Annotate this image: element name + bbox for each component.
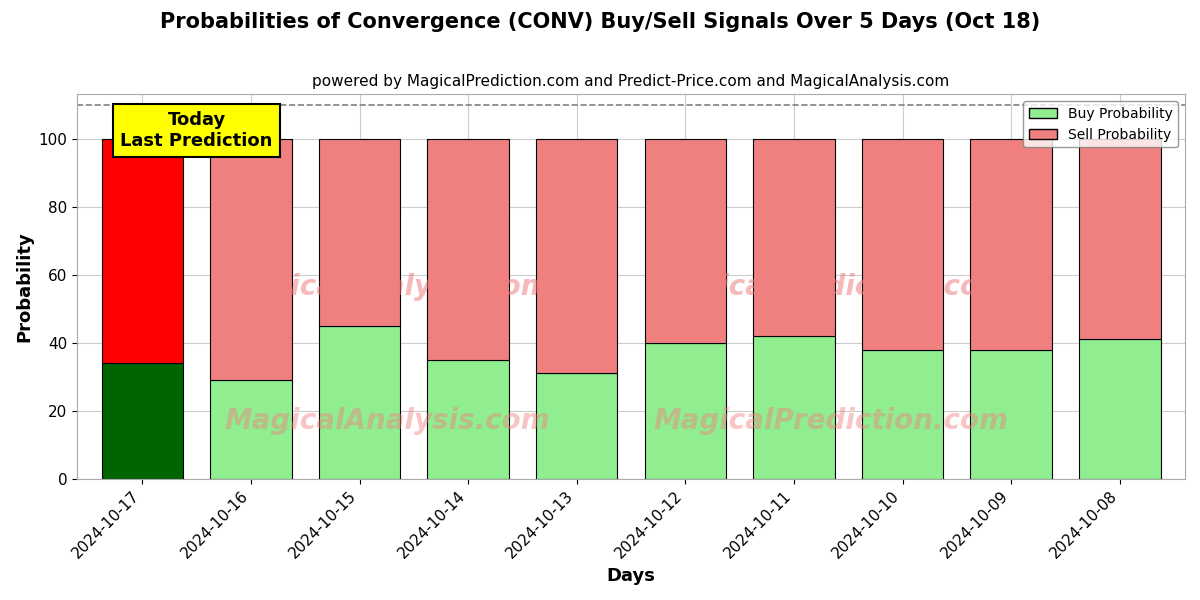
Bar: [536, 139, 618, 373]
Bar: [536, 373, 618, 479]
Bar: [319, 326, 401, 479]
Text: Probabilities of Convergence (CONV) Buy/Sell Signals Over 5 Days (Oct 18): Probabilities of Convergence (CONV) Buy/…: [160, 12, 1040, 32]
Bar: [1079, 139, 1160, 340]
Text: Today
Last Prediction: Today Last Prediction: [120, 112, 272, 150]
Bar: [319, 139, 401, 326]
Bar: [427, 139, 509, 360]
Bar: [427, 360, 509, 479]
Bar: [754, 336, 835, 479]
Text: MagicalAnalysis.com: MagicalAnalysis.com: [224, 407, 550, 435]
X-axis label: Days: Days: [607, 567, 655, 585]
Text: MagicalPrediction.com: MagicalPrediction.com: [653, 272, 1008, 301]
Bar: [862, 350, 943, 479]
Text: MagicalPrediction.com: MagicalPrediction.com: [653, 407, 1008, 435]
Bar: [1079, 340, 1160, 479]
Bar: [971, 350, 1052, 479]
Bar: [862, 139, 943, 350]
Title: powered by MagicalPrediction.com and Predict-Price.com and MagicalAnalysis.com: powered by MagicalPrediction.com and Pre…: [312, 74, 949, 89]
Legend: Buy Probability, Sell Probability: Buy Probability, Sell Probability: [1024, 101, 1178, 148]
Bar: [644, 343, 726, 479]
Bar: [210, 139, 292, 380]
Y-axis label: Probability: Probability: [14, 231, 32, 342]
Bar: [210, 380, 292, 479]
Bar: [102, 363, 184, 479]
Text: MagicalAnalysis.com: MagicalAnalysis.com: [224, 272, 550, 301]
Bar: [644, 139, 726, 343]
Bar: [102, 139, 184, 363]
Bar: [971, 139, 1052, 350]
Bar: [754, 139, 835, 336]
